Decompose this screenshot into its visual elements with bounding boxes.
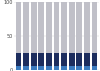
Bar [84,53,90,66]
Bar [76,53,82,66]
Bar [84,66,90,70]
Bar [61,2,67,53]
Bar [61,66,67,70]
Bar [16,66,21,70]
Bar [69,53,74,66]
Bar [16,53,21,66]
Bar [76,66,82,70]
Bar [31,2,37,53]
Bar [69,2,74,53]
Bar [38,53,44,66]
Bar [31,53,37,66]
Bar [61,53,67,66]
Bar [84,2,90,53]
Bar [38,66,44,70]
Bar [76,2,82,53]
Bar [54,66,59,70]
Bar [92,53,97,66]
Bar [46,2,52,53]
Bar [23,66,29,70]
Bar [54,2,59,53]
Bar [38,2,44,53]
Bar [23,53,29,66]
Bar [69,66,74,70]
Bar [46,66,52,70]
Bar [31,66,37,70]
Bar [46,53,52,66]
Bar [16,2,21,53]
Bar [92,66,97,70]
Bar [92,2,97,53]
Bar [54,53,59,66]
Bar [23,2,29,53]
